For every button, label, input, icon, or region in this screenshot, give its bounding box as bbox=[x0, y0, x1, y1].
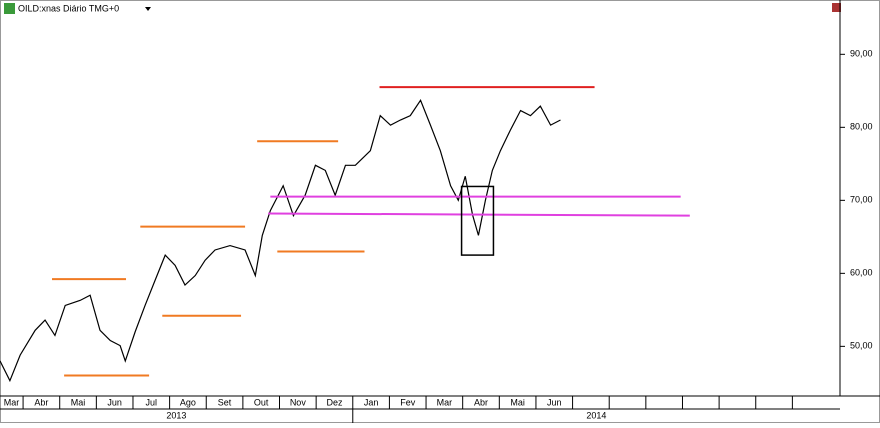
x-tick-label: Mar bbox=[4, 397, 20, 407]
symbol-icon[interactable] bbox=[4, 3, 15, 14]
x-tick-label: Mai bbox=[71, 397, 86, 407]
y-tick-label: 70,00 bbox=[850, 195, 873, 205]
x-tick-label: Abr bbox=[474, 397, 488, 407]
y-tick-label: 90,00 bbox=[850, 49, 873, 59]
trend-line bbox=[268, 212, 690, 217]
dropdown-arrow[interactable] bbox=[145, 7, 151, 11]
y-tick-label: 60,00 bbox=[850, 268, 873, 278]
x-tick-label: Jan bbox=[364, 397, 379, 407]
x-tick-label: Jun bbox=[547, 397, 562, 407]
x-tick-label: Mar bbox=[437, 397, 453, 407]
x-tick-label: Jul bbox=[146, 397, 158, 407]
x-tick-label: Nov bbox=[290, 397, 307, 407]
x-tick-label: Set bbox=[218, 397, 232, 407]
y-tick-label: 50,00 bbox=[850, 341, 873, 351]
chart-header[interactable]: OILD:xnas Diário TMG+0 bbox=[18, 3, 119, 13]
price-line bbox=[0, 99, 561, 383]
x-tick-label: Mai bbox=[510, 397, 525, 407]
x-tick-label: Jun bbox=[107, 397, 122, 407]
y-tick-label: 80,00 bbox=[850, 122, 873, 132]
x-tick-label: Abr bbox=[34, 397, 48, 407]
x-tick-label: Ago bbox=[180, 397, 196, 407]
year-label: 2013 bbox=[166, 410, 186, 420]
x-tick-label: Out bbox=[254, 397, 269, 407]
highlight-box bbox=[460, 185, 495, 256]
year-label: 2014 bbox=[586, 410, 606, 420]
x-tick-label: Fev bbox=[400, 397, 416, 407]
window-icon[interactable] bbox=[832, 3, 841, 12]
x-tick-label: Dez bbox=[326, 397, 343, 407]
